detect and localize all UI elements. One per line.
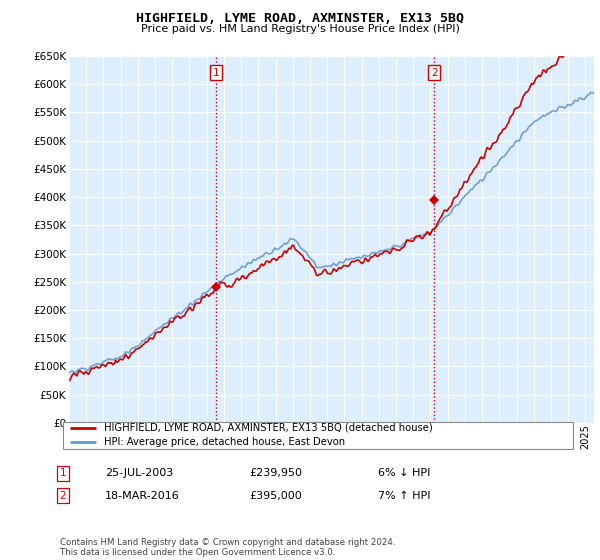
Text: 1: 1 [59,468,67,478]
Text: £395,000: £395,000 [249,491,302,501]
Text: 2: 2 [431,68,437,77]
Text: 7% ↑ HPI: 7% ↑ HPI [378,491,431,501]
FancyBboxPatch shape [62,422,574,449]
Text: 25-JUL-2003: 25-JUL-2003 [105,468,173,478]
Text: 18-MAR-2016: 18-MAR-2016 [105,491,180,501]
Text: Price paid vs. HM Land Registry's House Price Index (HPI): Price paid vs. HM Land Registry's House … [140,24,460,34]
Text: 1: 1 [213,68,220,77]
Text: HIGHFIELD, LYME ROAD, AXMINSTER, EX13 5BQ (detached house): HIGHFIELD, LYME ROAD, AXMINSTER, EX13 5B… [104,423,433,433]
Text: 6% ↓ HPI: 6% ↓ HPI [378,468,430,478]
Text: HPI: Average price, detached house, East Devon: HPI: Average price, detached house, East… [104,437,345,447]
Text: 2: 2 [59,491,67,501]
Text: Contains HM Land Registry data © Crown copyright and database right 2024.
This d: Contains HM Land Registry data © Crown c… [60,538,395,557]
Text: HIGHFIELD, LYME ROAD, AXMINSTER, EX13 5BQ: HIGHFIELD, LYME ROAD, AXMINSTER, EX13 5B… [136,12,464,25]
Text: £239,950: £239,950 [249,468,302,478]
